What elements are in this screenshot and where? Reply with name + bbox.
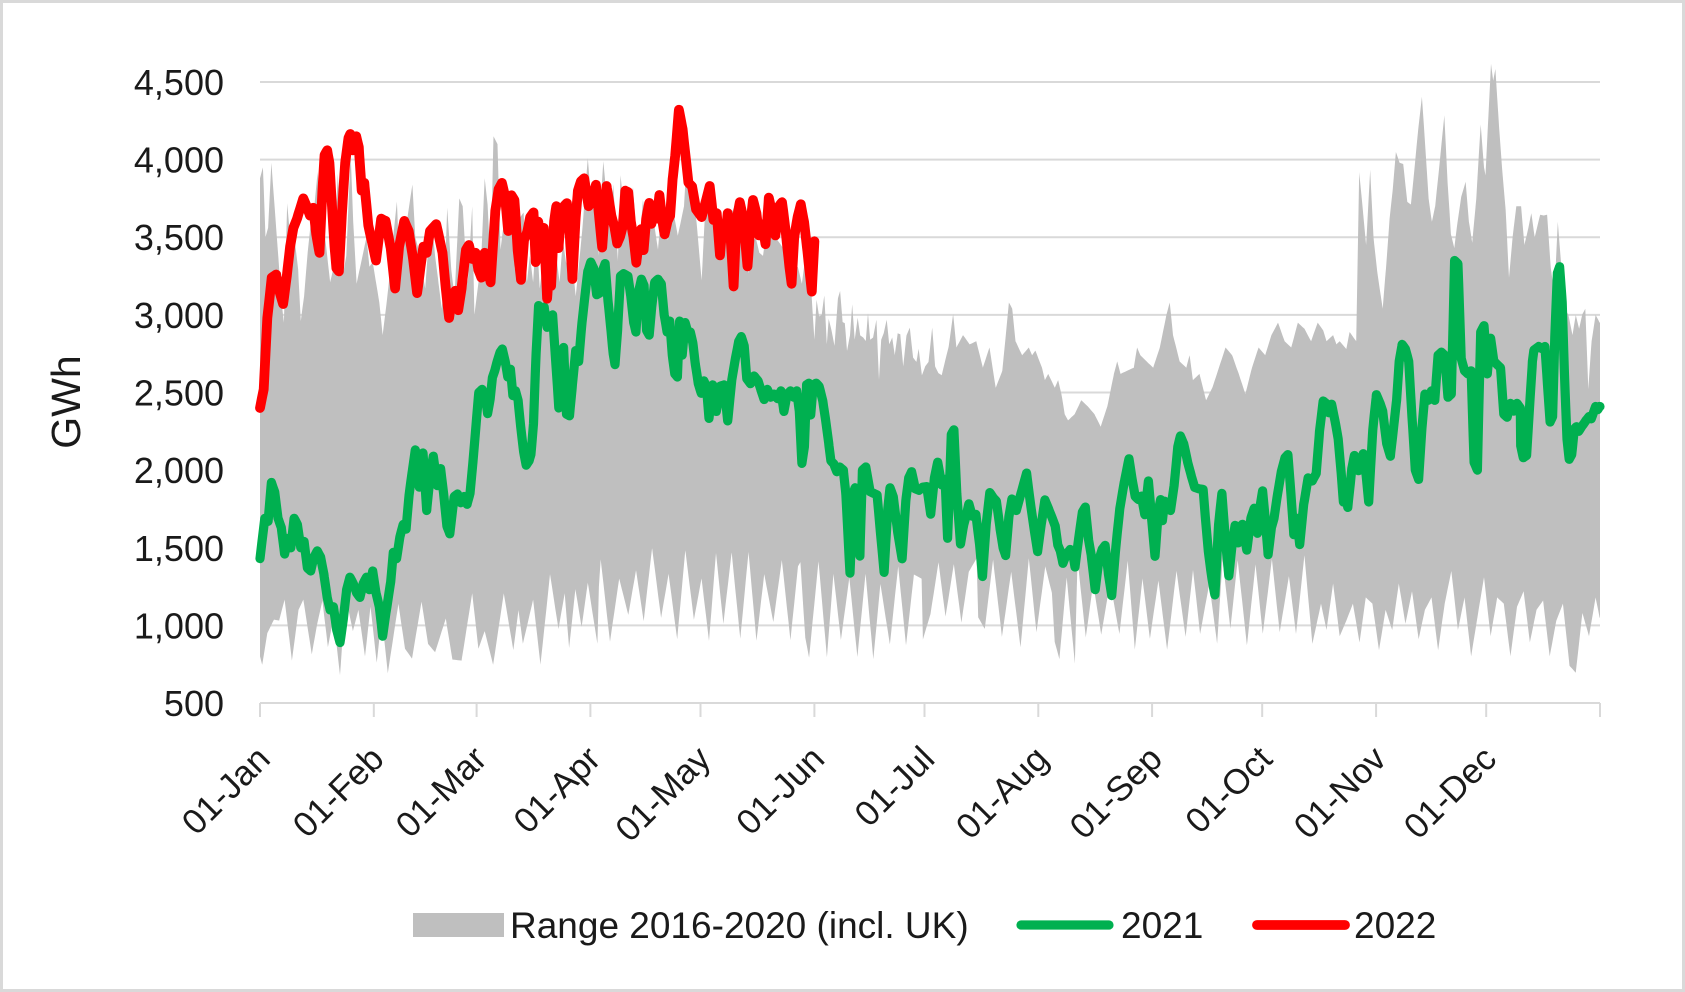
svg-text:4,500: 4,500 <box>134 62 224 103</box>
svg-text:Range 2016-2020 (incl. UK): Range 2016-2020 (incl. UK) <box>510 905 969 946</box>
svg-text:GWh: GWh <box>43 355 89 448</box>
svg-text:2022: 2022 <box>1354 905 1436 946</box>
svg-text:3,500: 3,500 <box>134 217 224 258</box>
svg-text:4,000: 4,000 <box>134 140 224 181</box>
svg-text:1,500: 1,500 <box>134 528 224 569</box>
svg-text:2,500: 2,500 <box>134 373 224 414</box>
svg-text:3,000: 3,000 <box>134 295 224 336</box>
svg-text:1,000: 1,000 <box>134 605 224 646</box>
svg-text:500: 500 <box>164 683 224 724</box>
svg-text:2,000: 2,000 <box>134 450 224 491</box>
svg-text:2021: 2021 <box>1121 905 1203 946</box>
